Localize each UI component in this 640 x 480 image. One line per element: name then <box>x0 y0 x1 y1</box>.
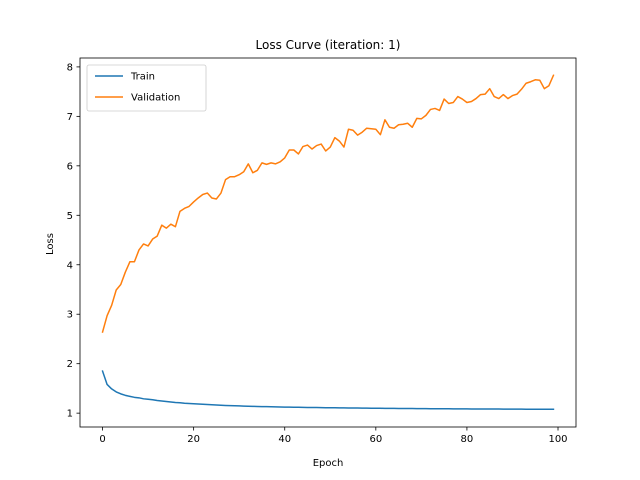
y-tick-label: 7 <box>67 112 73 123</box>
series-line-train <box>101 370 555 411</box>
legend: Train Validation <box>86 64 207 112</box>
x-tick-label: 100 <box>548 434 567 445</box>
chart-title: Loss Curve (iteration: 1) <box>256 38 401 52</box>
y-axis-label: Loss <box>45 233 56 255</box>
axes-border <box>79 57 577 428</box>
y-tick-label: 3 <box>67 310 73 321</box>
x-tick-label: 80 <box>461 434 474 445</box>
series-line-validation <box>101 74 555 333</box>
x-axis-label: Epoch <box>313 458 344 469</box>
x-tick-label: 60 <box>369 434 382 445</box>
y-tick-label: 1 <box>67 409 73 420</box>
x-tick-label: 20 <box>187 434 200 445</box>
x-tick-label: 0 <box>99 434 105 445</box>
y-tick-label: 2 <box>67 359 73 370</box>
x-axis-ticks: 0 20 40 60 80 100 <box>99 427 568 445</box>
plot-area: 0 20 40 60 80 100 1 2 3 4 5 6 7 8 <box>67 57 577 445</box>
axes-frame <box>79 57 577 428</box>
y-axis-ticks: 1 2 3 4 5 6 7 8 <box>67 62 80 420</box>
x-tick-label: 40 <box>278 434 291 445</box>
y-tick-label: 8 <box>67 62 73 73</box>
y-tick-label: 4 <box>67 260 73 271</box>
y-tick-label: 5 <box>67 211 73 222</box>
series-layer <box>101 74 555 411</box>
legend-label-validation: Validation <box>131 93 180 104</box>
y-tick-label: 6 <box>67 161 73 172</box>
legend-label-train: Train <box>130 72 155 83</box>
